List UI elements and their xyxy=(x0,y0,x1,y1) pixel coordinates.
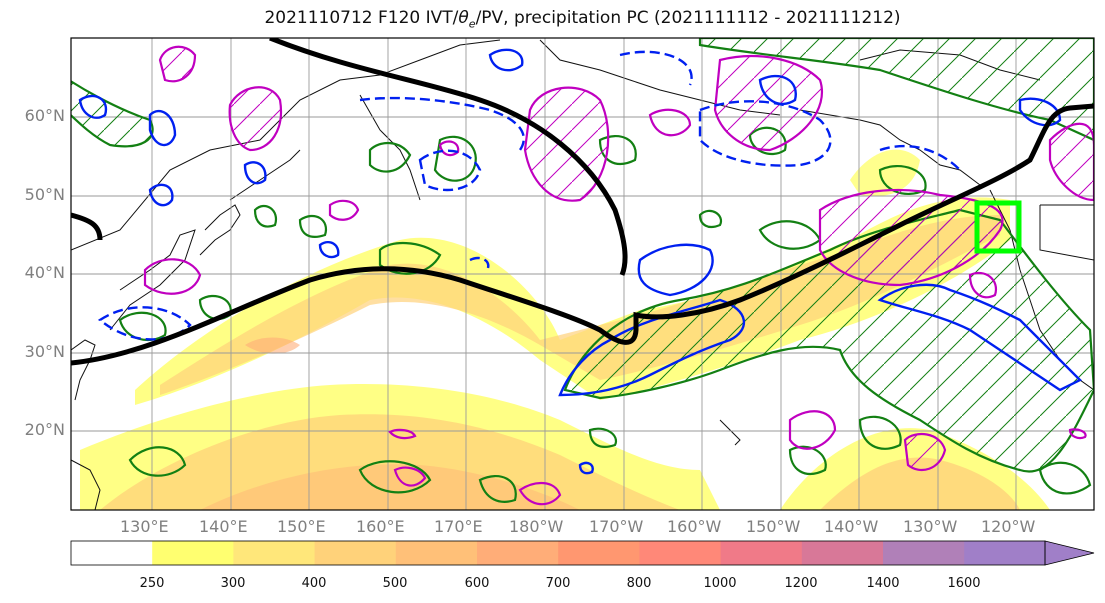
lon-label-130w: 130°W xyxy=(903,517,958,536)
colorbar-cell xyxy=(395,541,478,565)
colorbar-cell xyxy=(883,541,965,565)
lon-label-160e: 160°E xyxy=(356,517,405,536)
lon-label-140w: 140°W xyxy=(824,517,879,536)
blue-solid-contours xyxy=(78,48,1083,475)
magenta-contours xyxy=(143,108,1087,506)
lon-label-170w: 170°W xyxy=(589,517,644,536)
colorbar-cell xyxy=(801,541,884,565)
green-precip-regions xyxy=(71,38,1094,473)
magenta-pv-regions xyxy=(158,45,1094,472)
colorbar-tick: 1200 xyxy=(784,576,818,591)
map-frame xyxy=(70,37,1095,511)
lon-label-130e: 130°E xyxy=(120,517,169,536)
colorbar-cell xyxy=(71,541,153,565)
lon-label-140e: 140°E xyxy=(199,517,248,536)
blue-dashed-contours xyxy=(97,50,961,341)
colorbar xyxy=(70,540,1095,566)
colorbar-cell xyxy=(720,541,803,565)
lon-label-150e: 150°E xyxy=(277,517,326,536)
colorbar-tick: 500 xyxy=(382,576,408,591)
colorbar-tick: 800 xyxy=(626,576,652,591)
lat-label-20: 20°N xyxy=(24,420,65,439)
lon-label-180w: 180°W xyxy=(509,517,564,536)
colorbar-cell xyxy=(477,541,559,565)
colorbar-tick: 1000 xyxy=(703,576,737,591)
lon-label-160w: 160°W xyxy=(667,517,722,536)
colorbar-tick: 1600 xyxy=(947,576,981,591)
lat-label-30: 30°N xyxy=(24,342,65,361)
map-plot-area xyxy=(71,38,1094,510)
colorbar-tick: 600 xyxy=(464,576,490,591)
target-region-box xyxy=(974,200,1022,254)
lat-label-60: 60°N xyxy=(24,106,65,125)
lon-label-120w: 120°W xyxy=(981,517,1036,536)
jet-contours xyxy=(71,38,1094,366)
lat-label-40: 40°N xyxy=(24,263,65,282)
lon-label-170e: 170°E xyxy=(434,517,483,536)
colorbar-tick: 1400 xyxy=(866,576,900,591)
colorbar-cell xyxy=(964,541,1046,565)
colorbar-tick: 250 xyxy=(139,576,165,591)
colorbar-cell xyxy=(314,541,397,565)
colorbar-tick: 400 xyxy=(301,576,327,591)
colorbar-cell xyxy=(558,541,640,565)
map-title: 2021110712 F120 IVT/θe/PV, precipitation… xyxy=(264,8,901,31)
colorbar-tick: 300 xyxy=(220,576,246,591)
colorbar-cell xyxy=(639,541,722,565)
colorbar-cell xyxy=(233,541,316,565)
colorbar-cell xyxy=(152,541,234,565)
lat-label-50: 50°N xyxy=(24,185,65,204)
lon-label-150w: 150°W xyxy=(746,517,801,536)
colorbar-tick: 700 xyxy=(545,576,571,591)
